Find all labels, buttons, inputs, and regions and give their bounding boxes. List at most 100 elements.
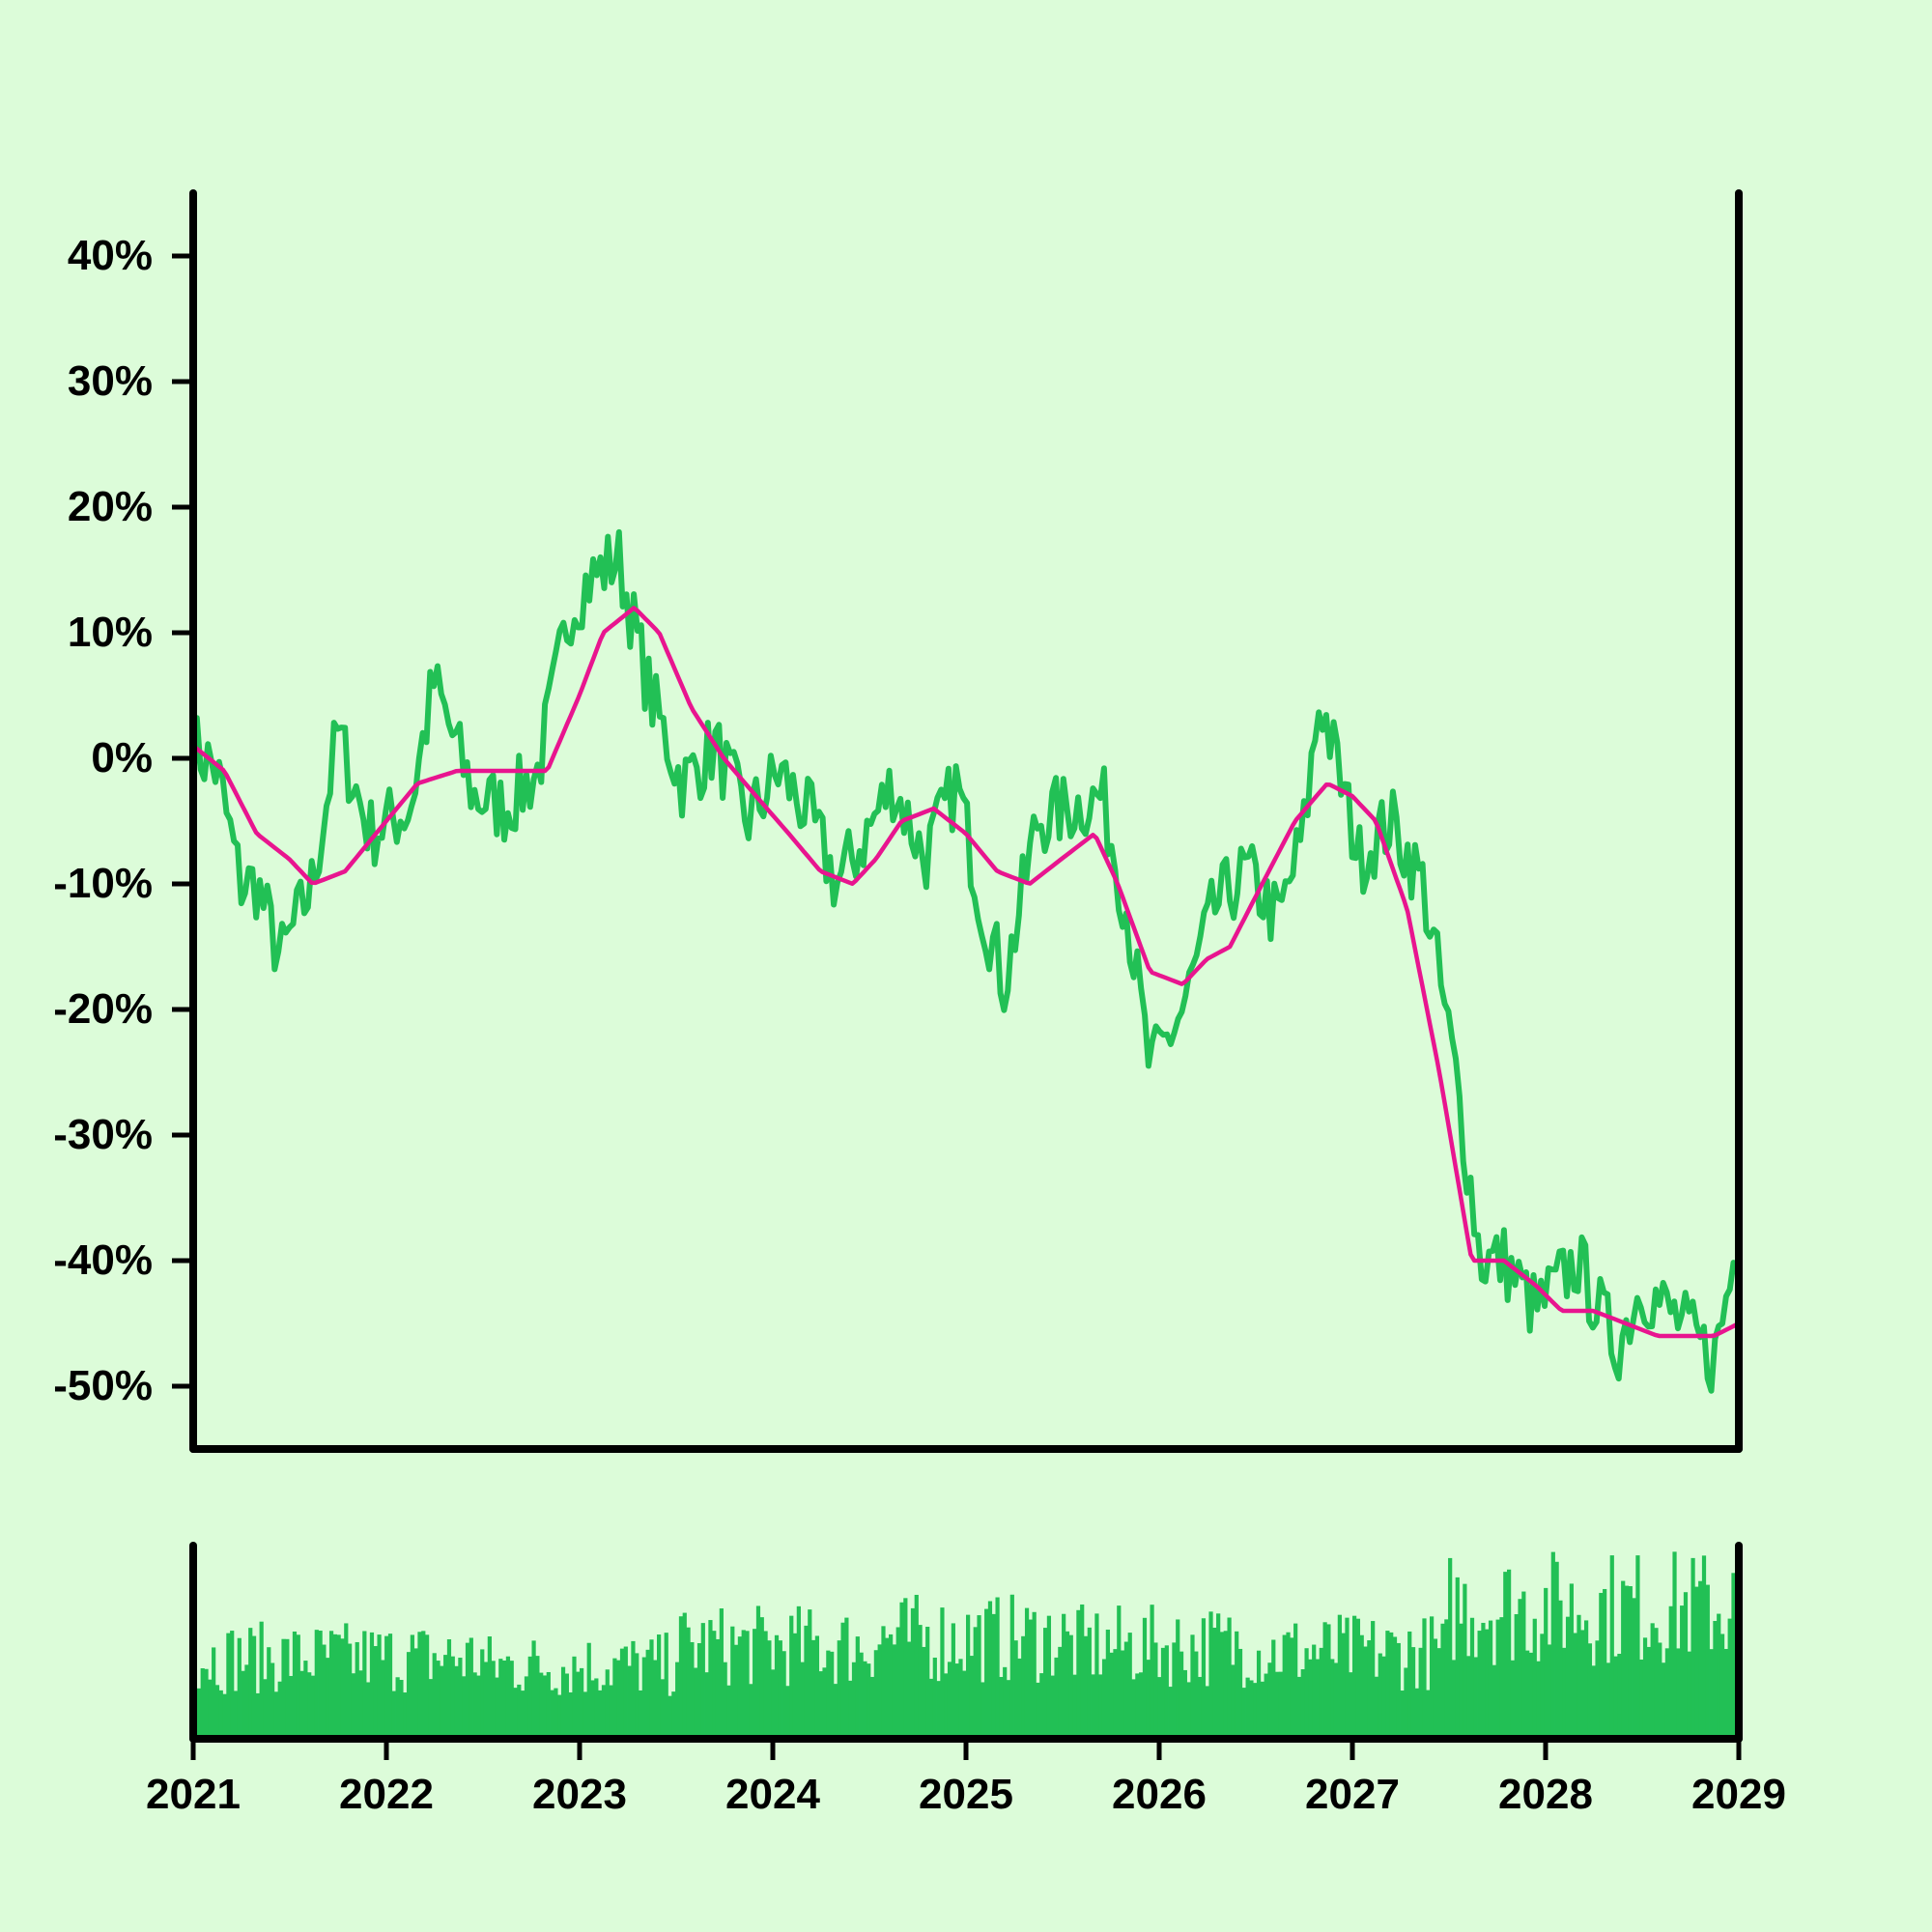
volume-bar: [314, 1630, 319, 1739]
volume-bar: [1087, 1627, 1092, 1739]
volume-bar: [564, 1673, 569, 1739]
volume-bar: [495, 1677, 499, 1739]
volume-bar: [1083, 1635, 1089, 1739]
volume-bar: [1378, 1653, 1382, 1739]
volume-bar: [645, 1649, 650, 1739]
volume-bar: [1072, 1674, 1077, 1739]
volume-bar: [796, 1605, 801, 1739]
volume-bar: [712, 1631, 717, 1739]
volume-bar: [362, 1631, 367, 1739]
volume-bar: [1091, 1674, 1095, 1739]
volume-bar: [848, 1680, 853, 1739]
volume-bar: [619, 1648, 625, 1739]
volume-bar: [1028, 1619, 1033, 1739]
volume-bar: [1341, 1633, 1346, 1739]
volume-bar: [641, 1657, 646, 1739]
volume-bar: [458, 1658, 463, 1739]
volume-bar: [1013, 1640, 1018, 1739]
volume-bar: [214, 1685, 220, 1739]
volume-bar: [259, 1621, 264, 1739]
y-tick-label: -10%: [53, 860, 153, 907]
volume-bar: [1518, 1599, 1522, 1739]
volume-bar: [381, 1660, 385, 1739]
y-tick-label: -20%: [53, 985, 153, 1033]
volume-bar: [1227, 1617, 1232, 1739]
volume-bar: [1179, 1651, 1184, 1739]
volume-bar: [1525, 1650, 1530, 1739]
volume-bar: [925, 1627, 930, 1739]
price-line: [190, 528, 1741, 1394]
volume-bar: [1127, 1633, 1132, 1739]
volume-bar: [1466, 1656, 1471, 1739]
volume-bar: [539, 1672, 544, 1739]
volume-bar: [395, 1677, 400, 1739]
volume-bar: [491, 1661, 496, 1739]
volume-bar: [696, 1643, 702, 1739]
volume-bar: [763, 1631, 768, 1739]
volume-bar: [1105, 1629, 1110, 1739]
volume-bar: [984, 1608, 989, 1739]
volume-bar: [285, 1638, 290, 1739]
volume-bar: [1349, 1672, 1353, 1739]
volume-bar: [310, 1675, 316, 1739]
volume-bar: [1017, 1658, 1022, 1739]
volume-bar: [248, 1628, 253, 1739]
volume-bar: [517, 1684, 522, 1739]
volume-bar: [708, 1620, 713, 1739]
volume-bar: [1723, 1648, 1728, 1739]
volume-bar: [251, 1635, 257, 1739]
volume-bar: [1514, 1613, 1519, 1739]
volume-bar: [1337, 1614, 1342, 1739]
volume-bar: [273, 1691, 279, 1739]
volume-bar: [241, 1670, 245, 1739]
volume-bar: [222, 1693, 227, 1739]
volume-bar: [814, 1635, 820, 1739]
volume-bar: [1510, 1660, 1516, 1739]
volume-bar: [980, 1682, 985, 1739]
volume-bar: [226, 1633, 231, 1739]
volume-bar: [1359, 1634, 1364, 1739]
volume-bar: [826, 1650, 831, 1739]
volume-bar: [1101, 1659, 1107, 1739]
volume-bar: [785, 1686, 790, 1739]
volume-bar: [1352, 1615, 1357, 1739]
volume-bar: [873, 1650, 878, 1739]
volume-bar: [759, 1617, 764, 1739]
volume-bar: [1503, 1572, 1508, 1739]
volume-bar: [1286, 1632, 1291, 1739]
volume-bar: [594, 1678, 599, 1739]
volume-bar: [230, 1631, 235, 1739]
volume-bar: [554, 1688, 558, 1739]
volume-bar: [568, 1691, 573, 1739]
volume-bar: [1282, 1634, 1287, 1739]
y-tick-label: 10%: [68, 609, 153, 656]
volume-bar: [1717, 1613, 1721, 1739]
volume-bar: [840, 1622, 845, 1739]
volume-bar: [531, 1640, 536, 1739]
volume-bar: [892, 1644, 897, 1739]
volume-bar: [292, 1631, 298, 1739]
volume-bar: [973, 1627, 978, 1739]
volume-bar: [509, 1661, 514, 1739]
volume-bar: [1267, 1662, 1272, 1739]
volume-bar: [947, 1662, 952, 1739]
volume-bar: [664, 1633, 668, 1739]
volume-bar: [1628, 1586, 1633, 1739]
volume-bar: [369, 1632, 375, 1739]
volume-bar: [1032, 1611, 1037, 1739]
volume-bar: [1231, 1664, 1236, 1739]
volume-bar: [719, 1608, 724, 1739]
volume-bar: [487, 1636, 492, 1739]
volume-bar: [1507, 1569, 1512, 1739]
volume-bar: [1404, 1667, 1408, 1739]
volume-bar: [1731, 1573, 1736, 1739]
volume-bar: [1451, 1660, 1457, 1739]
volume-bar: [638, 1690, 643, 1739]
volume-bar: [1448, 1557, 1453, 1739]
volume-bar: [700, 1623, 705, 1739]
volume-bar: [1676, 1648, 1681, 1739]
volume-bar: [270, 1662, 275, 1739]
volume-bar: [1300, 1669, 1305, 1739]
volume-bar: [844, 1617, 849, 1739]
y-tick-label: -40%: [53, 1236, 153, 1284]
